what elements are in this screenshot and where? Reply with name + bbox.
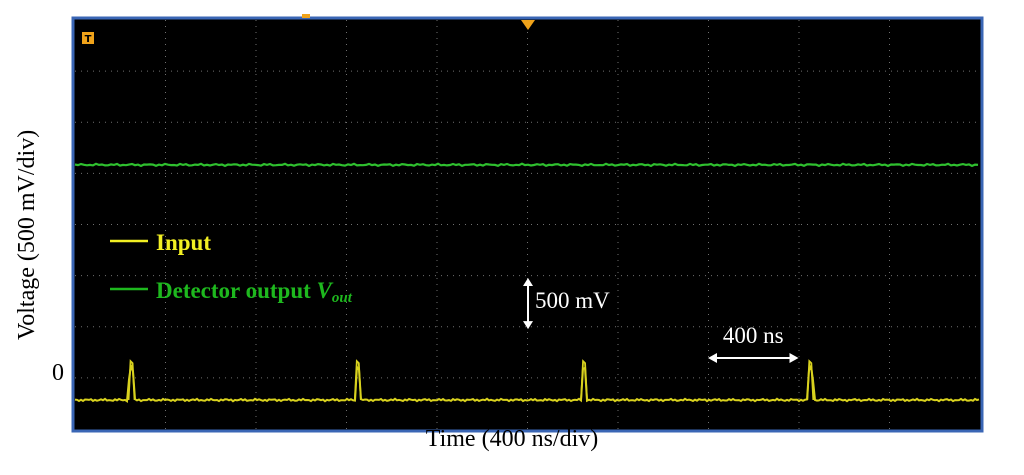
time-scale-arrow	[708, 353, 799, 363]
time-scale-label: 400 ns	[723, 323, 784, 348]
input-pulse	[580, 359, 588, 401]
y-zero-label: 0	[52, 360, 64, 386]
scope-markers: T	[82, 14, 535, 45]
annotations: 500 mV 400 ns	[523, 278, 799, 363]
top-marker	[302, 14, 310, 18]
voltage-scale-arrow	[523, 278, 533, 330]
input-pulse	[806, 359, 815, 401]
legend-label: Detector output Vout	[156, 278, 353, 306]
input-trace	[74, 362, 980, 403]
legend-entry: Input	[110, 230, 211, 255]
traces	[74, 162, 980, 403]
legend-label: Input	[156, 230, 211, 255]
trigger-position-marker	[521, 20, 535, 30]
input-pulse	[127, 359, 136, 401]
channel-marker-icon: T	[82, 32, 94, 45]
input-pulse	[353, 359, 362, 401]
y-axis-label: Voltage (500 mV/div)	[14, 129, 40, 341]
detector-output-trace	[74, 162, 979, 168]
legend-entry: Detector output Vout	[110, 278, 353, 306]
voltage-scale-label: 500 mV	[535, 288, 610, 313]
x-axis-label: Time (400 ns/div)	[425, 426, 599, 452]
grid	[75, 20, 980, 429]
legend: Input Detector output Vout	[110, 230, 353, 306]
svg-text:T: T	[85, 34, 92, 45]
